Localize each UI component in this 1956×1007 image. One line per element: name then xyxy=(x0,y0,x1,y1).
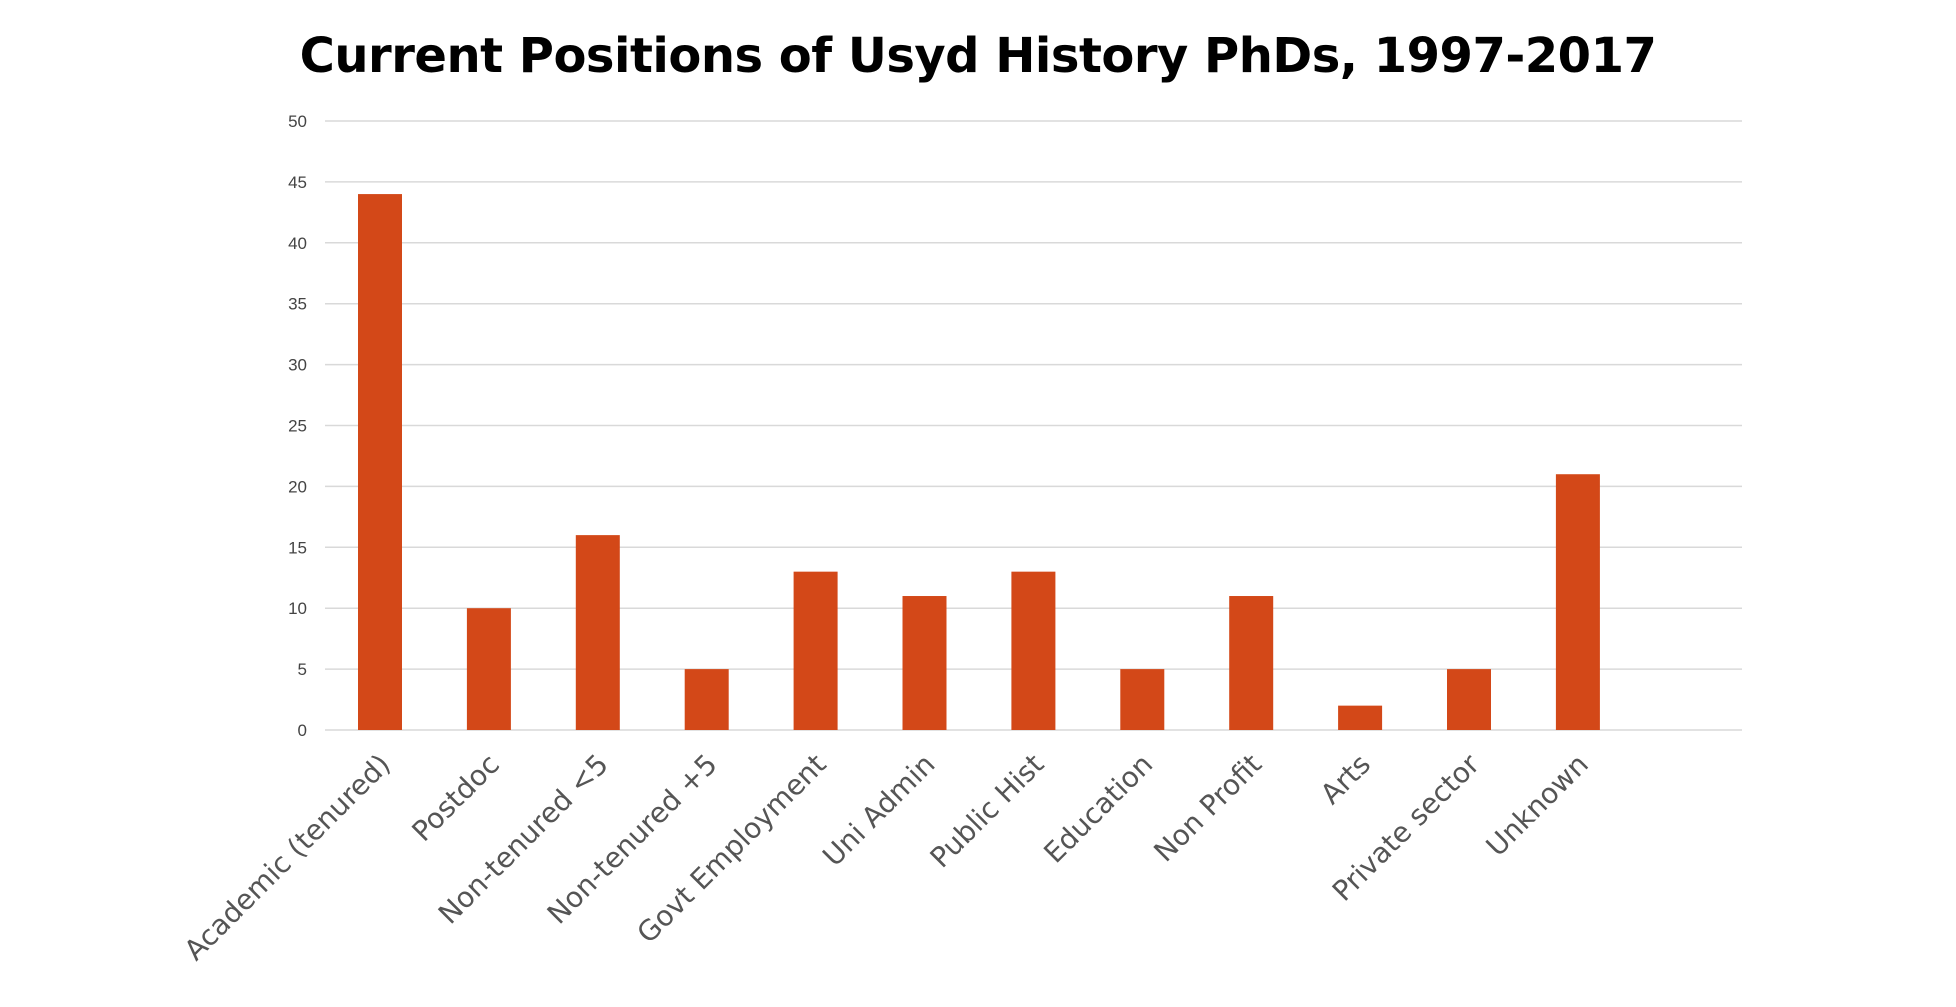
x-category-label: Non Profit xyxy=(1147,748,1268,869)
bar xyxy=(575,535,620,730)
bar xyxy=(1011,571,1056,730)
bar xyxy=(684,669,729,730)
x-category-label: Postdoc xyxy=(406,748,506,848)
y-tick-label: 50 xyxy=(288,112,307,131)
chart-title: Current Positions of Usyd History PhDs, … xyxy=(299,28,1657,84)
y-axis-tick-labels: 0 5 10 15 20 25 30 35 40 45 50 xyxy=(288,112,307,740)
x-category-label: Public Hist xyxy=(924,748,1051,875)
bar xyxy=(1120,669,1165,730)
y-tick-label: 0 xyxy=(298,721,307,740)
y-tick-label: 20 xyxy=(288,477,307,496)
x-category-label: Education xyxy=(1037,748,1159,870)
y-tick-label: 45 xyxy=(288,173,307,192)
x-category-label: Academic (tenured) xyxy=(178,748,397,967)
bar xyxy=(1229,596,1274,730)
x-category-label: Uni Admin xyxy=(816,748,941,873)
bar xyxy=(1338,705,1383,730)
bar xyxy=(1555,474,1600,730)
bar xyxy=(793,571,838,730)
bar xyxy=(358,194,402,730)
bar xyxy=(902,596,947,730)
y-tick-label: 10 xyxy=(288,599,307,618)
y-tick-label: 30 xyxy=(288,356,307,375)
x-category-label: Unknown xyxy=(1480,748,1595,863)
x-category-label: Govt Employment xyxy=(631,748,833,950)
y-tick-label: 15 xyxy=(288,538,307,557)
y-tick-label: 35 xyxy=(288,295,307,314)
y-tick-label: 5 xyxy=(298,660,307,679)
bar xyxy=(466,608,511,730)
y-tick-label: 25 xyxy=(288,417,307,436)
bar xyxy=(1447,669,1491,730)
y-tick-label: 40 xyxy=(288,234,307,253)
bars xyxy=(358,194,1600,730)
x-category-label: Arts xyxy=(1314,748,1377,811)
